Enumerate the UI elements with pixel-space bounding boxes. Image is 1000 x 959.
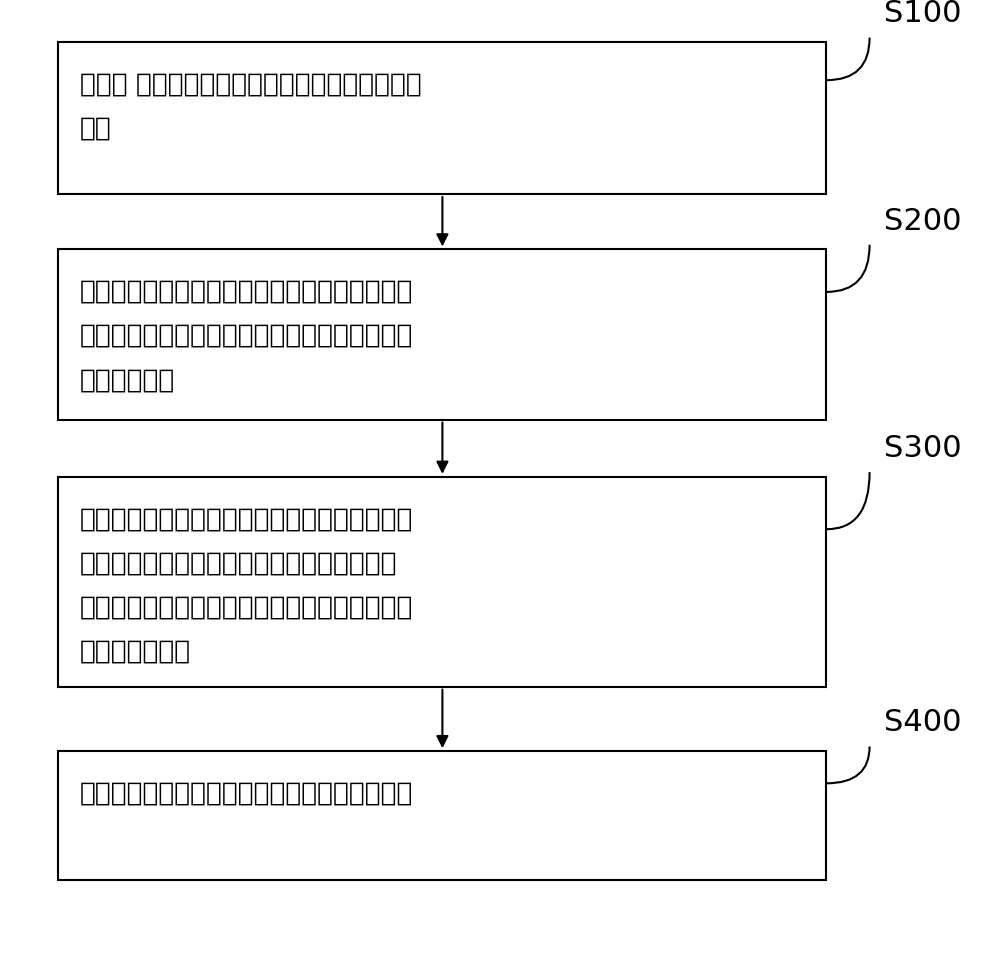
Bar (58, 751, 826, 880)
Text: 写入：将所述目标值写入到所述待调整显示器中: 写入：将所述目标值写入到所述待调整显示器中 (80, 781, 413, 807)
Text: 所述参数值对应的显示器设定为待调节显示器: 所述参数值对应的显示器设定为待调节显示器 (80, 550, 397, 576)
Text: S400: S400 (884, 709, 962, 737)
Text: 个参数值与所述平均值之差的绝对值是否大于预: 个参数值与所述平均值之差的绝对值是否大于预 (80, 323, 413, 349)
Bar (58, 42, 826, 194)
Text: 根据所述平均值和多个所述参数值设定所述待调: 根据所述平均值和多个所述参数值设定所述待调 (80, 595, 413, 620)
Text: 设的标准差值: 设的标准差值 (80, 367, 175, 393)
Bar (58, 249, 826, 420)
Text: S200: S200 (884, 206, 962, 236)
Bar (58, 477, 826, 687)
Text: 获取： 分别获取多个显示器的待调显示参数的参: 获取： 分别获取多个显示器的待调显示参数的参 (80, 72, 421, 98)
Text: 数值: 数值 (80, 116, 111, 142)
Text: S100: S100 (884, 0, 962, 29)
Text: 计算：计算多个所述参数值的平均值，判断每一: 计算：计算多个所述参数值的平均值，判断每一 (80, 279, 413, 305)
Text: S300: S300 (884, 433, 962, 463)
Text: 设定：将与所述平均值之差大于所述标准差值的: 设定：将与所述平均值之差大于所述标准差值的 (80, 506, 413, 532)
Text: 节参数的目标值: 节参数的目标值 (80, 639, 191, 665)
